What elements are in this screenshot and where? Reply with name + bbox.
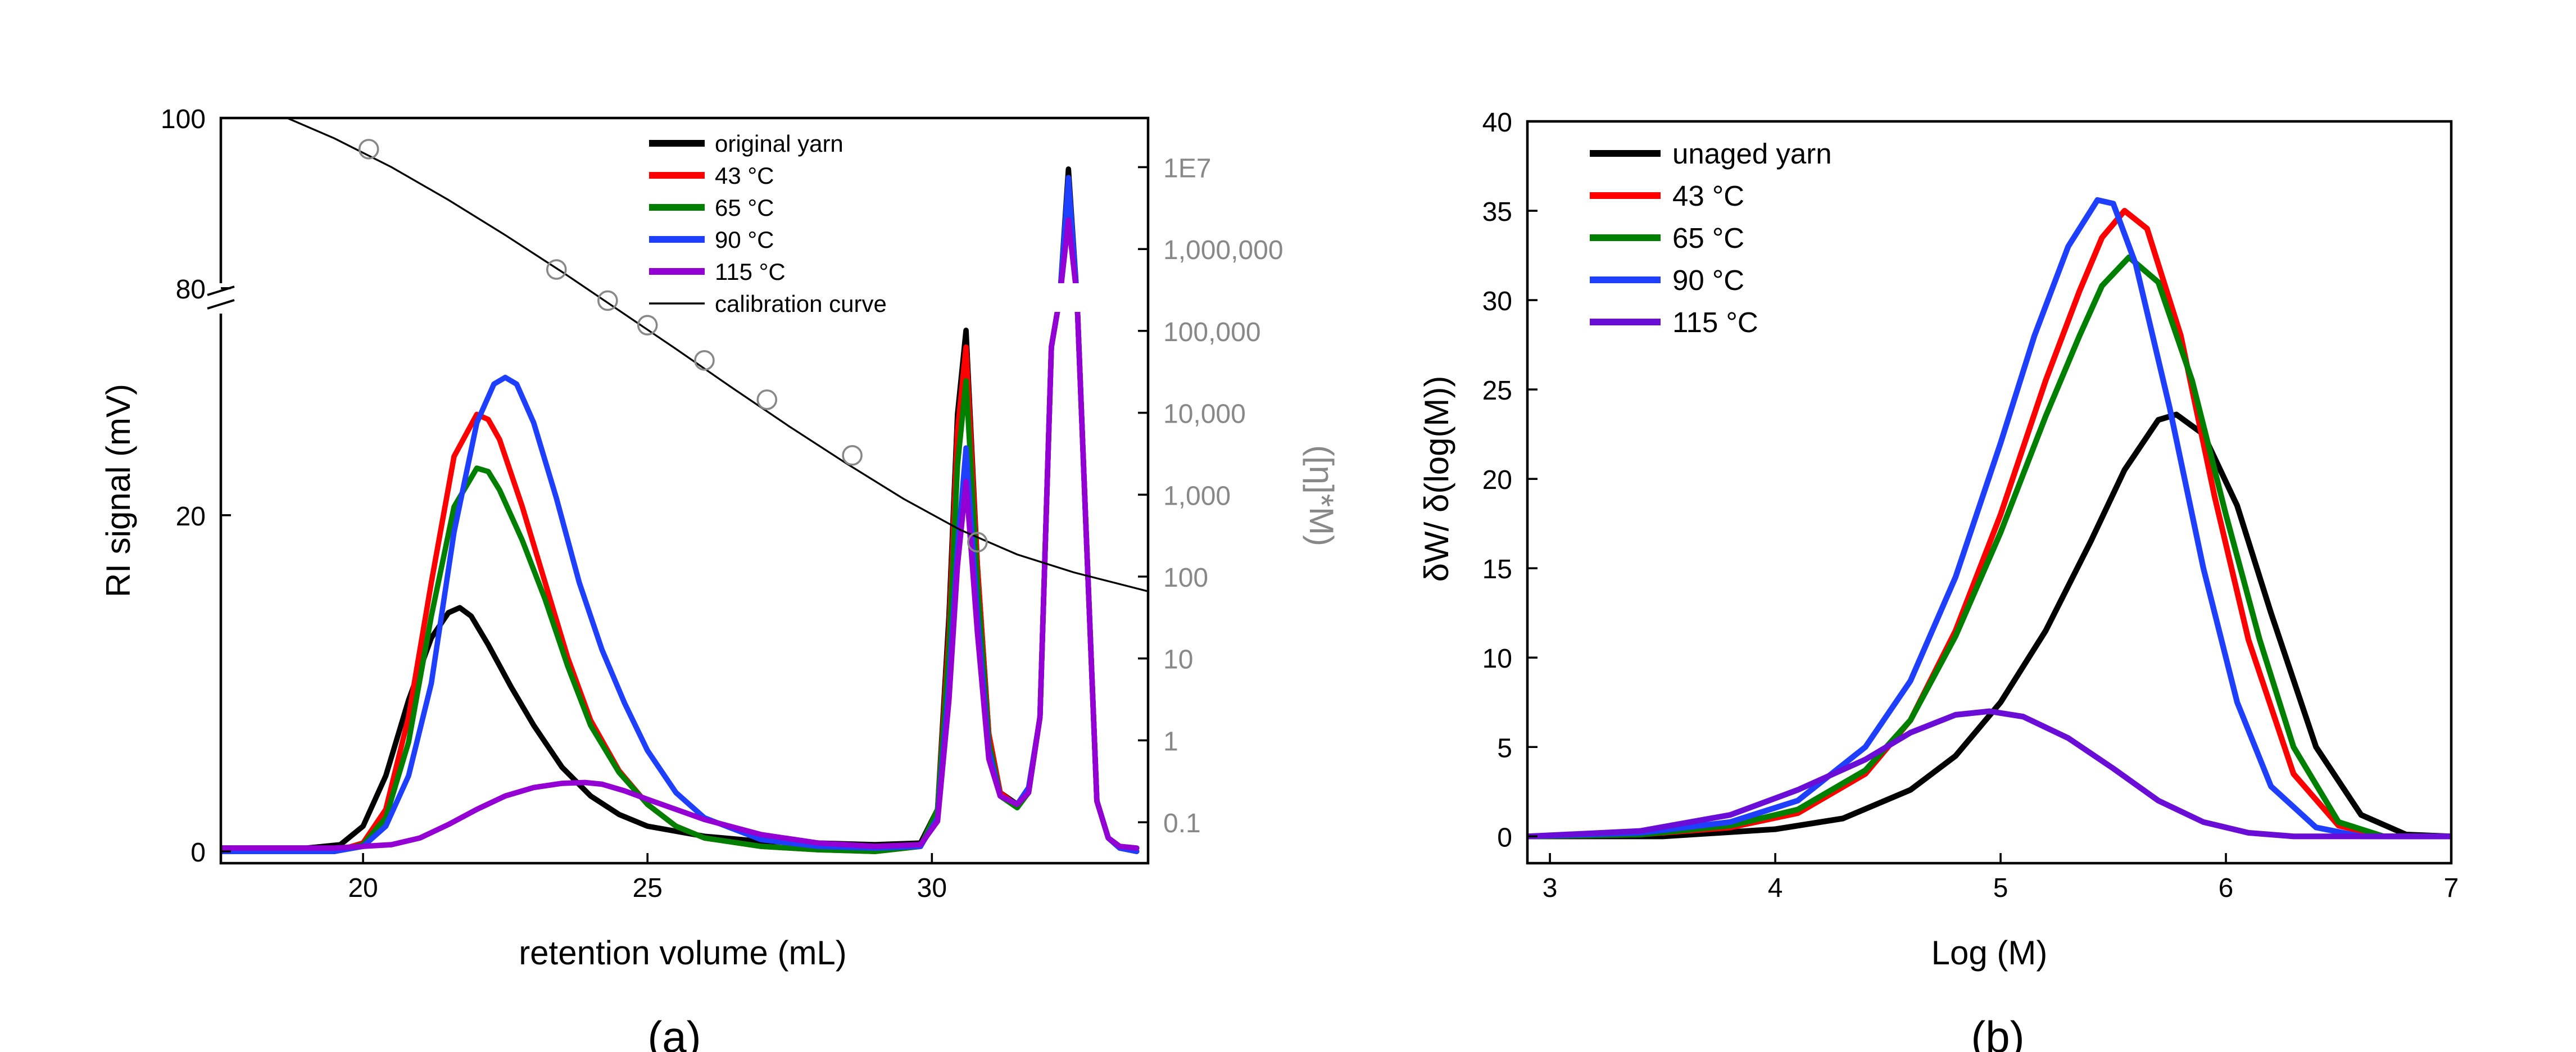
calibration-point: [967, 532, 988, 553]
legend-b: unaged yarn 43 °C 65 °C 90 °C 115 °C: [1590, 138, 1832, 338]
x-tick-label-a: 30: [917, 873, 947, 903]
y2-tick-label-a: 1,000,000: [1163, 235, 1284, 265]
calibration-point: [637, 315, 658, 335]
axis-break-gap: [1012, 283, 1096, 312]
series-group-a: [221, 166, 1140, 854]
legend-label-115-c: 115 °C: [1672, 306, 1758, 338]
series-line-90-c: [221, 175, 1140, 854]
series-line-65-c: [1527, 254, 2451, 840]
legend-label-unaged-yarn: unaged yarn: [1672, 138, 1832, 170]
plot-frame-b: [1526, 120, 2453, 865]
y-axis-label-a: RI signal (mV): [99, 384, 137, 597]
x-tick-label-b: 5: [1993, 873, 2008, 903]
chart-panel-b: 3 4 5 6 7 0 5 10 15 20 25 30 35 40 Log (M) δW/ δ(log(…: [1418, 108, 2459, 1052]
y2-tick-label-a: 1: [1163, 727, 1178, 756]
legend-label-65-c: 65 °C: [1672, 222, 1744, 254]
y2-tick-label-a: 1,000: [1163, 481, 1231, 511]
y2-axis-label-a: ([η]*M): [1303, 445, 1340, 546]
calibration-curve-line: [284, 118, 1148, 592]
series-line-115-c: [1527, 708, 2451, 840]
y2-tick-label-a: 100,000: [1163, 318, 1261, 347]
x-tick-label-b: 4: [1768, 873, 1783, 903]
y-tick-label-b: 5: [1497, 733, 1512, 763]
panel-label-a: (a): [647, 1012, 701, 1052]
y2-tick-label-a: 0.1: [1163, 809, 1201, 838]
legend-label-115-c: 115 °C: [715, 259, 786, 285]
panel-label-b: (b): [1971, 1012, 2024, 1052]
y-tick-label-b: 35: [1482, 197, 1512, 227]
y2-tick-label-a: 10: [1163, 645, 1193, 675]
calibration-point: [358, 139, 379, 160]
y2-tick-label-a: 100: [1163, 563, 1208, 593]
y-tick-label-b: 0: [1497, 823, 1512, 853]
x-tick-label-b: 6: [2219, 873, 2234, 903]
calibration-point: [597, 290, 618, 311]
x-axis-label-b: Log (M): [1931, 934, 2048, 972]
y2-tick-label-a: 1E7: [1163, 153, 1211, 183]
series-line-65-c: [221, 200, 1140, 854]
x-tick-label-a: 25: [633, 873, 663, 903]
y-tick-label-a: 20: [176, 502, 206, 532]
x-tick-label-b: 3: [1543, 873, 1558, 903]
y-tick-label-b: 25: [1482, 376, 1512, 406]
y-tick-label-a: 100: [161, 105, 206, 134]
ticks-a: 20 25 30 0 20 80 100 0.1 1 10 100 1,000 10,000 100,00…: [161, 105, 1284, 903]
y-tick-label-b: 15: [1482, 555, 1512, 584]
legend-label-90-c: 90 °C: [715, 226, 774, 253]
series-group-b: [1527, 197, 2451, 840]
series-line-115-c: [221, 217, 1140, 851]
calibration-point: [842, 445, 863, 466]
legend-label-43-c: 43 °C: [1672, 180, 1744, 212]
calibration-group: [284, 118, 1148, 592]
ticks-b: 3 4 5 6 7 0 5 10 15 20 25 30 35 40: [1482, 108, 2459, 903]
y-tick-label-b: 40: [1482, 108, 1512, 138]
legend-label-calibration-curve: calibration curve: [715, 291, 887, 317]
series-line-43-c: [221, 183, 1140, 854]
legend-label-65-c: 65 °C: [715, 194, 774, 221]
calibration-point: [546, 259, 567, 280]
y-tick-label-b: 10: [1482, 644, 1512, 674]
chart-panel-a: 20 25 30 0 20 80 100 0.1 1 10 100 1,000 10,000 100,00…: [99, 105, 1340, 1052]
legend-a: original yarn 43 °C 65 °C 90 °C 115 °C calibr…: [649, 130, 887, 317]
x-tick-label-a: 20: [348, 873, 378, 903]
plot-frame-a: [219, 116, 1150, 865]
legend-label-43-c: 43 °C: [715, 162, 774, 189]
x-axis-label-a: retention volume (mL): [519, 934, 847, 972]
y2-tick-label-a: 10,000: [1163, 400, 1246, 429]
calibration-point: [756, 389, 778, 410]
y-tick-label-b: 30: [1482, 287, 1512, 316]
calibration-point: [694, 350, 715, 371]
y-tick-label-a: 80: [176, 275, 206, 305]
y-tick-label-b: 20: [1482, 465, 1512, 495]
series-line-90-c: [1527, 197, 2451, 840]
y-axis-label-b: δW/ δ(log(M)): [1418, 376, 1455, 582]
legend-label-original-yarn: original yarn: [715, 130, 843, 157]
series-line-unaged-yarn: [1527, 411, 2451, 840]
x-tick-label-b: 7: [2444, 873, 2459, 903]
y-tick-label-a: 0: [191, 838, 206, 868]
series-line-43-c: [1527, 207, 2451, 840]
legend-label-90-c: 90 °C: [1672, 264, 1744, 296]
